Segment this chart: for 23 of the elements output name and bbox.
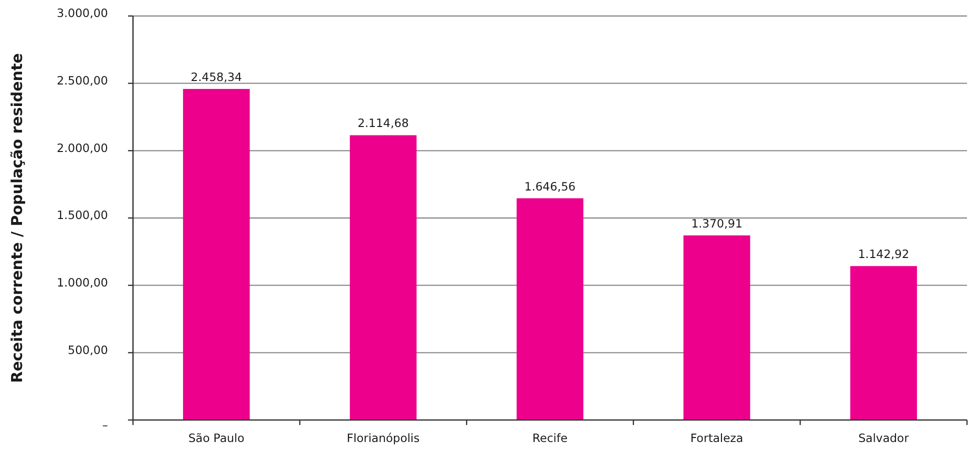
bar (350, 135, 417, 420)
data-label: 1.646,56 (524, 179, 576, 194)
data-label: 1.370,91 (691, 216, 742, 230)
x-tick-label: Florianópolis (346, 431, 420, 445)
data-label: 2.114,68 (358, 116, 409, 130)
y-tick-label: 1.500,00 (56, 208, 108, 222)
y-tick-label: 500,00 (68, 342, 108, 357)
y-tick-label: 1.000,00 (56, 275, 108, 290)
y-axis-title: Receita corrente / População residente (8, 53, 26, 383)
data-label: 2.458,34 (190, 70, 242, 84)
y-tick-label: 3.000,00 (56, 6, 108, 20)
bar (516, 198, 584, 420)
x-tick-label: São Paulo (188, 431, 244, 445)
y-tick-label: 2.000,00 (56, 140, 108, 155)
x-tick-label: Salvador (858, 431, 910, 445)
y-tick-label: 2.500,00 (56, 73, 108, 88)
y-tick-label: – (102, 418, 108, 432)
data-label: 1.142,92 (858, 247, 910, 262)
x-tick-label: Fortaleza (690, 431, 744, 445)
x-tick-label: Recife (532, 431, 568, 445)
bar (683, 235, 750, 420)
bar (850, 266, 917, 420)
bar (183, 88, 250, 420)
